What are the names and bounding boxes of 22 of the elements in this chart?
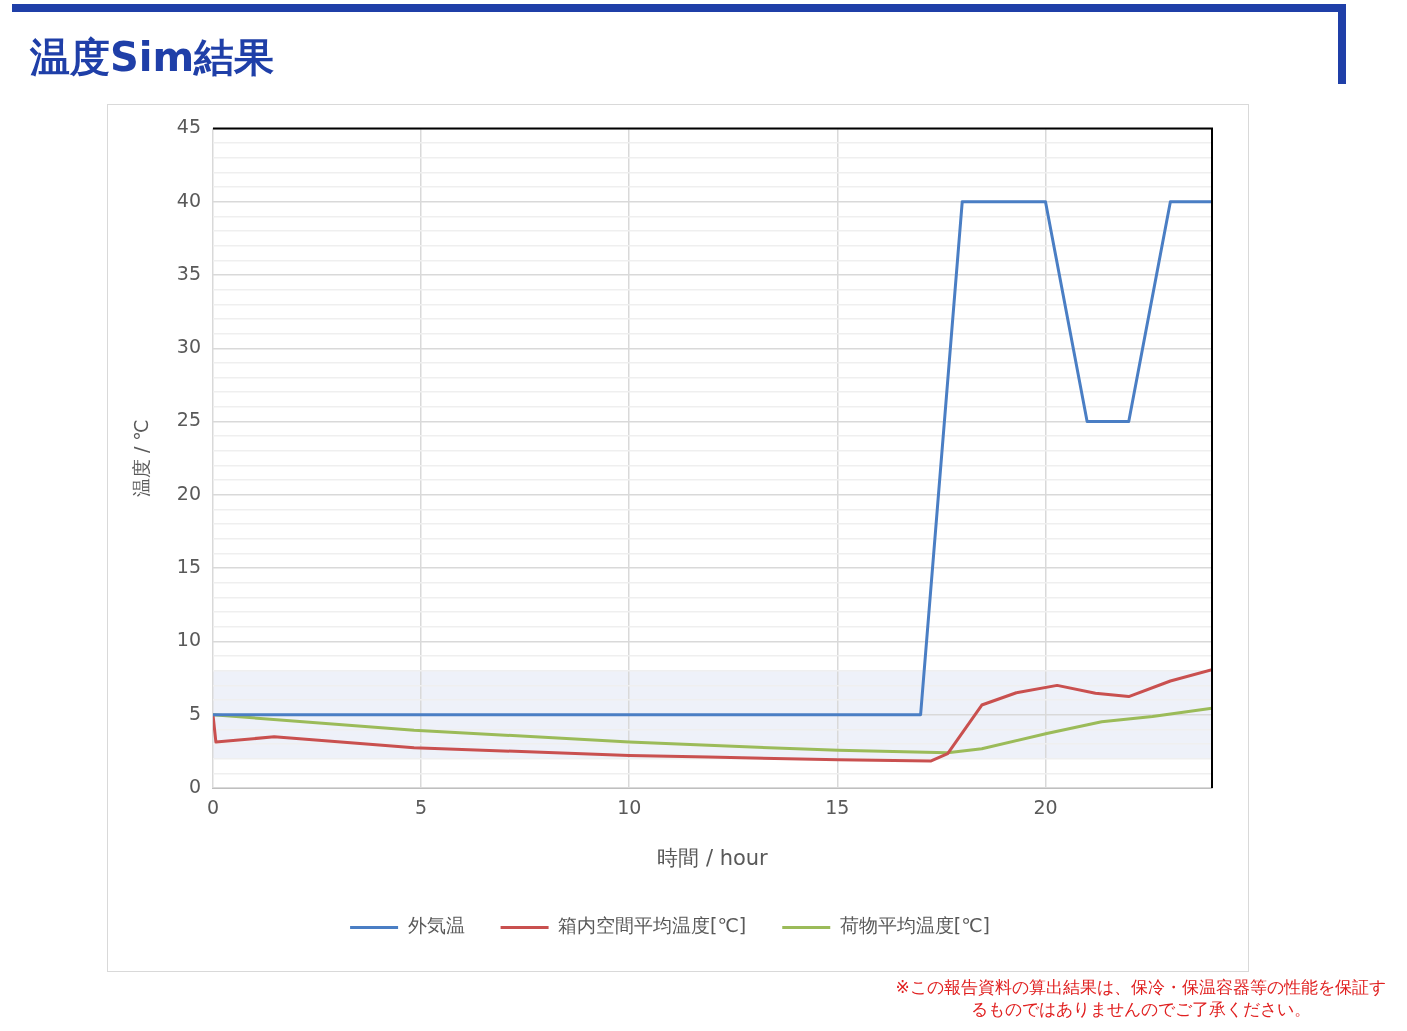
y-tick-label: 35 [176, 261, 201, 284]
y-tick-label: 25 [176, 408, 201, 431]
y-axis-title: 温度 / ℃ [130, 419, 153, 498]
y-tick-label: 30 [176, 335, 201, 358]
y-tick-label: 20 [176, 481, 201, 504]
y-tick-label: 15 [176, 555, 201, 578]
legend-label: 外気温 [407, 914, 465, 937]
x-axis-title: 時間 / hour [657, 845, 769, 870]
y-tick-label: 40 [176, 188, 201, 211]
x-tick-label: 10 [617, 796, 642, 819]
text: ※この報告資料の算出結果は、保冷・保温容器等の性能を保証するものではありませんのでご了承ください。 [894, 976, 1387, 1020]
y-tick-label: 45 [176, 115, 201, 138]
legend-label: 荷物平均温度[℃] [839, 914, 990, 937]
chart-title: 温度Sim結果 [30, 33, 275, 82]
y-tick-label: 0 [188, 774, 201, 797]
y-tick-label: 10 [176, 628, 201, 651]
x-tick-label: 0 [206, 796, 220, 819]
x-tick-label: 5 [415, 796, 428, 819]
x-tick-label: 15 [825, 796, 850, 819]
legend-label: 箱内空間平均温度[℃] [558, 914, 747, 937]
x-tick-label: 20 [1033, 796, 1058, 819]
y-tick-label: 5 [188, 701, 201, 724]
